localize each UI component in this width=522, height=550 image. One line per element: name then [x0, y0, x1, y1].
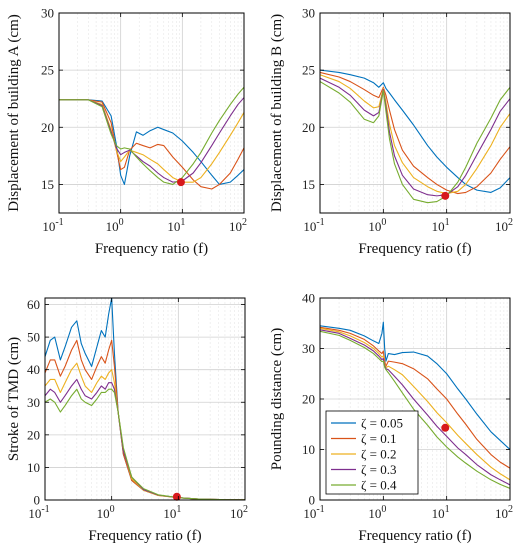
- x-axis-label: Frequency ratio (f): [358, 241, 471, 257]
- x-tick-label: 10-1: [303, 217, 324, 234]
- series-line-2: [319, 74, 511, 195]
- series-line-1: [319, 326, 511, 469]
- series-line-4: [59, 86, 245, 185]
- series-line-1: [59, 99, 245, 190]
- x-axis-label: Frequency ratio (f): [88, 528, 201, 544]
- x-tick-label: 102: [495, 504, 513, 521]
- legend-label-3: ζ = 0.3: [361, 462, 396, 477]
- y-tick-label: 0: [34, 493, 41, 508]
- x-tick-label: 102: [230, 504, 248, 521]
- y-tick-label: 10: [302, 442, 315, 457]
- x-tick-label: 101: [432, 504, 450, 521]
- y-tick-label: 20: [302, 392, 315, 407]
- legend-label-2: ζ = 0.2: [361, 447, 396, 462]
- series-line-0: [59, 99, 245, 185]
- x-tick-label: 100: [368, 217, 386, 234]
- y-tick-label: 40: [27, 362, 40, 377]
- x-tick-label: 100: [106, 217, 124, 234]
- optimum-marker: [176, 178, 185, 187]
- series-line-3: [59, 97, 245, 183]
- y-tick-label: 30: [27, 395, 40, 410]
- y-axis-label: Pounding distance (cm): [269, 328, 285, 470]
- y-tick-label: 0: [309, 493, 316, 508]
- x-tick-label: 10-1: [42, 217, 63, 234]
- y-tick-label: 30: [302, 6, 315, 21]
- legend: ζ = 0.05ζ = 0.1ζ = 0.2ζ = 0.3ζ = 0.4: [325, 410, 419, 495]
- series-line-0: [44, 297, 246, 501]
- series-line-3: [319, 77, 511, 197]
- panel-displacement-building-b: 10-1 100 101 102 15 20 25 30 Frequency ratio (f)…: [269, 6, 513, 258]
- x-tick-label: 101: [167, 217, 185, 234]
- y-tick-label: 15: [41, 177, 54, 192]
- axes-box: [58, 12, 245, 214]
- x-tick-label: 102: [229, 217, 247, 234]
- y-axis-label: Displacement of building A (cm): [6, 14, 22, 211]
- series-line-4: [319, 330, 511, 489]
- y-tick-label: 25: [41, 63, 54, 78]
- y-tick-label: 30: [302, 341, 315, 356]
- y-tick-label: 20: [302, 120, 315, 135]
- series-line-3: [319, 329, 511, 486]
- optimum-marker: [441, 191, 450, 200]
- series-line-4: [44, 388, 246, 501]
- y-axis-label: Stroke of TMD (cm): [6, 337, 22, 461]
- series-line-2: [44, 362, 246, 501]
- x-tick-label: 100: [368, 504, 386, 521]
- y-tick-label: 40: [302, 291, 315, 306]
- y-tick-label: 10: [27, 460, 40, 475]
- optimum-marker: [172, 492, 181, 501]
- x-tick-label: 100: [97, 504, 115, 521]
- axes-box: [44, 297, 246, 501]
- legend-box: [325, 410, 419, 495]
- x-tick-label: 102: [495, 217, 513, 234]
- series-line-2: [319, 327, 511, 481]
- panel-displacement-building-a: 10-1 100 101 102 15 20 25 30 Frequency ratio (f)…: [6, 6, 247, 258]
- series-line-0: [319, 321, 511, 450]
- legend-label-0: ζ = 0.05: [361, 416, 403, 431]
- optimum-marker: [441, 423, 450, 432]
- x-tick-label: 101: [432, 217, 450, 234]
- y-tick-label: 50: [27, 330, 40, 345]
- x-axis-label: Frequency ratio (f): [95, 241, 208, 257]
- series-line-0: [319, 69, 511, 193]
- legend-label-1: ζ = 0.1: [361, 431, 396, 446]
- legend-label-4: ζ = 0.4: [361, 478, 397, 493]
- series-line-3: [44, 378, 246, 501]
- series-line-2: [59, 99, 245, 183]
- axes-box: [319, 12, 511, 214]
- x-axis-label: Frequency ratio (f): [358, 528, 471, 544]
- y-tick-label: 25: [302, 63, 315, 78]
- y-tick-label: 20: [41, 120, 54, 135]
- y-tick-label: 20: [27, 427, 40, 442]
- series-line-1: [44, 339, 246, 501]
- x-tick-label: 101: [163, 504, 181, 521]
- series-line-1: [319, 71, 511, 195]
- y-tick-label: 15: [302, 177, 315, 192]
- y-tick-label: 60: [27, 297, 40, 312]
- y-tick-label: 30: [41, 6, 54, 21]
- y-axis-label: Displacement of building B (cm): [269, 14, 285, 212]
- series-line-4: [319, 81, 511, 204]
